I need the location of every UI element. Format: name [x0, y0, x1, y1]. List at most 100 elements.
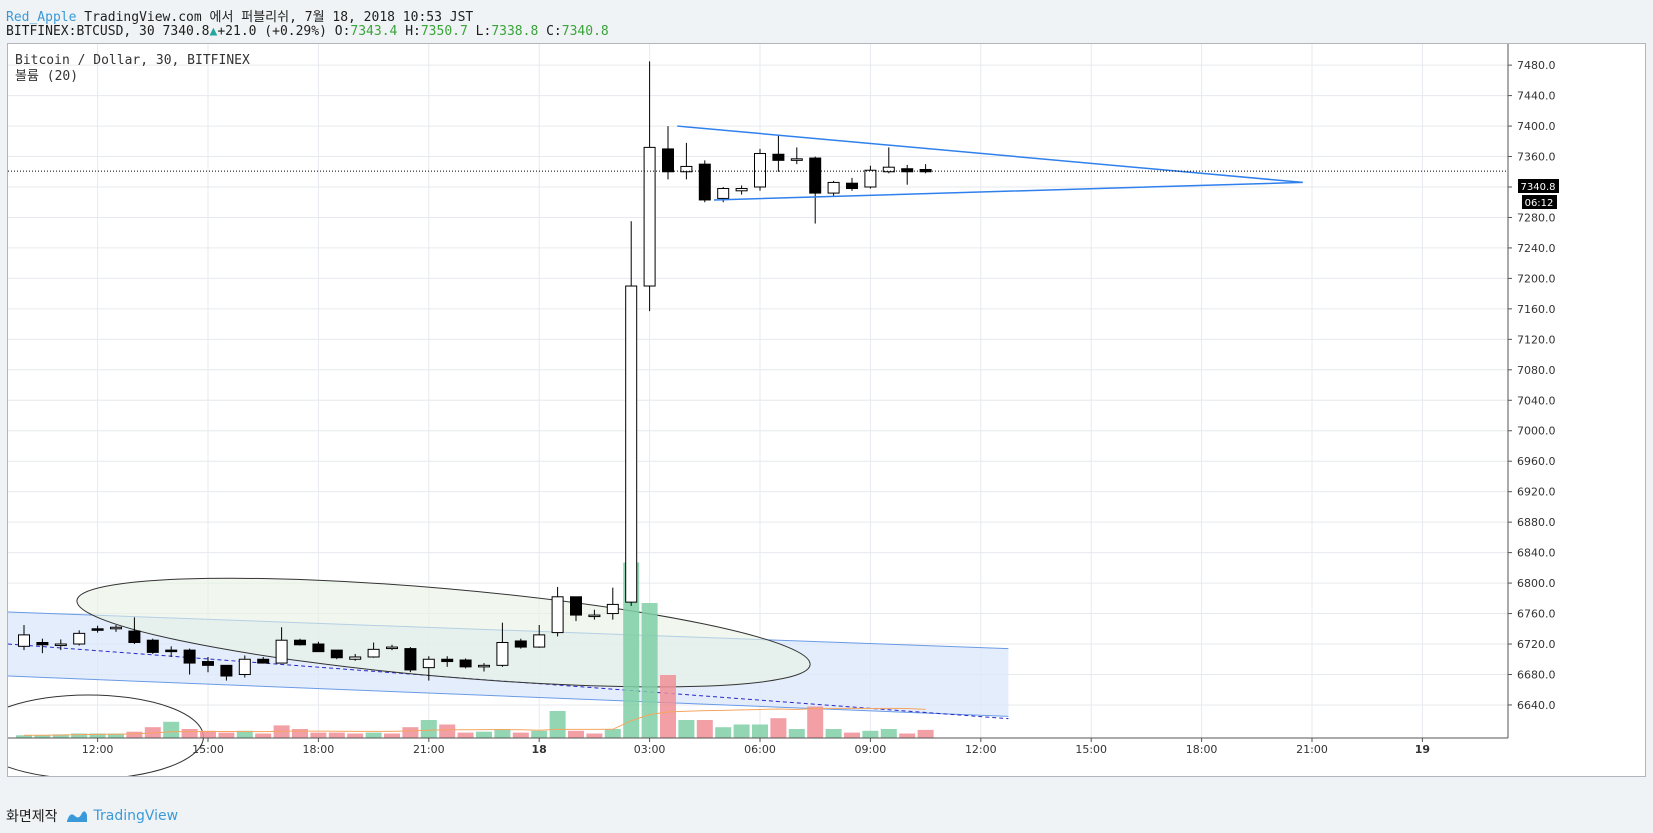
volume-bar — [457, 732, 474, 738]
candle-body — [367, 648, 380, 658]
x-tick-label: 21:00 — [413, 743, 445, 756]
volume-bar — [439, 724, 456, 738]
volume-bar — [200, 730, 216, 738]
candle-body — [202, 661, 214, 666]
x-tick-label: 18:00 — [1186, 743, 1218, 756]
candle-body — [882, 166, 895, 173]
volume-bar — [862, 730, 879, 738]
candle-body — [404, 648, 417, 671]
y-tick-label: 7400.0 — [1517, 120, 1556, 133]
x-tick-label: 03:00 — [634, 743, 666, 756]
publish-info: TradingView.com 에서 퍼블리쉬, 7월 18, 2018 10:… — [84, 10, 474, 25]
candle-body — [680, 165, 693, 173]
candle-body — [662, 148, 674, 173]
price-chart[interactable]: 7520.07480.07440.07400.07360.07320.07280… — [0, 29, 1645, 780]
volume-bar — [52, 734, 69, 738]
y-tick-label: 6840.0 — [1517, 547, 1556, 560]
candle-body — [275, 639, 288, 664]
y-tick-label: 6760.0 — [1517, 608, 1556, 621]
volume-bar — [494, 729, 511, 738]
volume-bar — [163, 721, 180, 738]
candle-body — [183, 649, 196, 664]
candle-body — [864, 169, 877, 188]
high-value: 7350.7 — [420, 24, 468, 39]
volume-bar — [531, 730, 548, 738]
close-value: 7340.8 — [561, 24, 609, 39]
author-link[interactable]: Red_Apple — [6, 10, 77, 25]
candle-body — [110, 626, 122, 630]
volume-bar — [255, 733, 272, 738]
x-tick-label: 18 — [532, 743, 547, 756]
tradingview-brand[interactable]: TradingView — [66, 808, 179, 824]
volume-bar — [89, 733, 106, 738]
low-label: L: — [475, 24, 492, 39]
drawings-front — [8, 125, 1508, 201]
volume-bar — [807, 706, 824, 738]
candle-body — [257, 658, 270, 664]
candles — [18, 61, 932, 681]
candle-body — [422, 658, 435, 669]
y-tick-label: 6880.0 — [1517, 516, 1556, 529]
x-tick-label: 18:00 — [303, 743, 335, 756]
volume-bar — [899, 733, 916, 738]
candle-body — [459, 659, 472, 668]
x-tick-label: 09:00 — [855, 743, 887, 756]
candle-body — [772, 153, 785, 161]
candle-body — [551, 596, 564, 634]
y-tick-label: 7000.0 — [1517, 425, 1556, 438]
candle-body — [809, 157, 822, 194]
y-tick-label: 6680.0 — [1517, 668, 1556, 681]
candle-body — [146, 639, 159, 653]
channel-median — [7, 643, 1009, 720]
volume-bar — [752, 724, 768, 738]
volume-bar — [402, 727, 419, 738]
last-price: 7340.8 — [162, 24, 210, 39]
volume-bar — [328, 732, 345, 738]
close-label: C: — [546, 24, 562, 39]
y-tick-label: 7480.0 — [1517, 59, 1556, 72]
volume-bar — [568, 730, 584, 738]
x-tick-label: 12:00 — [965, 743, 997, 756]
volume-bar — [788, 729, 805, 738]
y-tick-label: 7360.0 — [1517, 151, 1556, 164]
y-tick-label: 6920.0 — [1517, 486, 1556, 499]
tradingview-brand-label: TradingView — [93, 808, 179, 824]
candle-body — [330, 649, 343, 659]
volume-bar — [126, 731, 143, 738]
y-tick-label: 7440.0 — [1517, 90, 1556, 103]
y-tick-label: 6800.0 — [1517, 577, 1556, 590]
candle-body — [588, 614, 601, 618]
chart-frame[interactable]: 7520.07480.07440.07400.07360.07320.07280… — [0, 29, 1646, 780]
last-price-badge-text: 7340.8 — [1521, 182, 1556, 193]
footer: 화면제작 TradingView — [6, 806, 178, 826]
up-arrow-icon: ▲ — [209, 24, 218, 39]
x-tick-label: 12:00 — [82, 743, 114, 756]
volume-bar — [678, 720, 695, 738]
y-tick-label: 7080.0 — [1517, 364, 1556, 377]
candle-body — [36, 641, 49, 646]
x-tick-label: 06:00 — [744, 743, 776, 756]
volume-bar — [917, 729, 934, 738]
open-value: 7343.4 — [350, 24, 398, 39]
volume-bar — [660, 675, 676, 738]
volume-bar — [218, 732, 235, 738]
countdown-badge: 06:12 — [1522, 195, 1557, 209]
symbol-label: BITFINEX:BTCUSD, 30 — [6, 24, 155, 39]
y-tick-label: 7200.0 — [1517, 272, 1556, 285]
candle-body — [717, 188, 730, 199]
volume-bar — [476, 731, 492, 738]
y-tick-label: 7040.0 — [1517, 394, 1556, 407]
volume-bar — [512, 732, 529, 738]
volume-bar — [880, 729, 897, 738]
candle-body — [606, 603, 619, 615]
candle-body — [128, 630, 141, 643]
candle-body — [698, 163, 711, 201]
volume-bar — [347, 733, 364, 738]
volume-bar — [181, 729, 198, 738]
countdown-badge-text: 06:12 — [1525, 198, 1554, 209]
symmetrical-triangle — [677, 125, 1303, 201]
candle-body — [919, 168, 932, 173]
volume-bar — [586, 733, 603, 738]
x-tick-label: 19 — [1415, 743, 1430, 756]
candle-body — [901, 168, 914, 173]
